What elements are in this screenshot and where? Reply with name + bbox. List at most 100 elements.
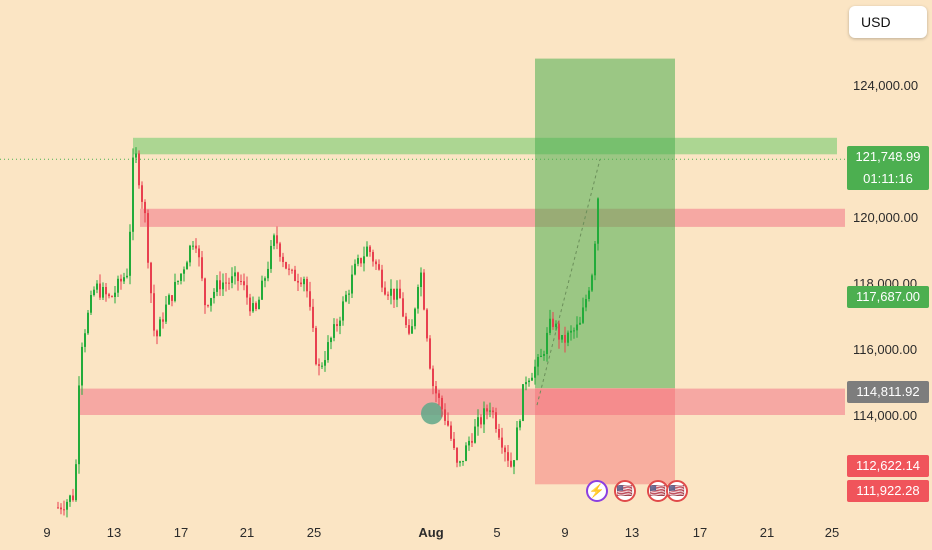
candle: [414, 308, 416, 327]
candle: [375, 261, 377, 265]
candle: [189, 245, 191, 263]
candle: [471, 440, 473, 443]
candle: [261, 280, 263, 300]
us-flag-icon[interactable]: 🇺🇸: [666, 480, 688, 502]
candle: [456, 447, 458, 463]
zone-support: [80, 388, 845, 415]
candle: [408, 325, 410, 334]
candle: [402, 298, 404, 317]
candle: [498, 428, 500, 438]
candle: [102, 287, 104, 298]
candle: [468, 440, 470, 446]
candle: [438, 393, 440, 398]
candle: [507, 452, 509, 461]
x-tick-label: 25: [825, 525, 839, 540]
x-tick-label: 9: [43, 525, 50, 540]
candle: [399, 288, 401, 299]
candle: [81, 346, 83, 386]
candle: [99, 283, 101, 298]
candle: [324, 360, 326, 366]
candle: [195, 245, 197, 249]
candle: [447, 420, 449, 426]
candle: [525, 382, 527, 385]
candle: [246, 285, 248, 298]
candle: [528, 380, 530, 383]
candle: [474, 426, 476, 443]
candle: [201, 257, 203, 279]
candle: [255, 303, 257, 310]
candle: [327, 342, 329, 361]
candle: [120, 278, 122, 282]
candle: [321, 365, 323, 367]
candle: [396, 288, 398, 300]
x-tick-label: 21: [760, 525, 774, 540]
x-tick-label: Aug: [418, 525, 443, 540]
candle: [555, 323, 557, 327]
candle: [237, 272, 239, 282]
candle: [585, 298, 587, 308]
candle: [492, 410, 494, 413]
candle: [516, 427, 518, 461]
candle: [279, 243, 281, 257]
candle: [207, 305, 209, 307]
y-axis: 124,000.00122,000.00120,000.00118,000.00…: [853, 78, 918, 423]
candle: [147, 213, 149, 263]
candle: [477, 417, 479, 427]
y-tick-label: 120,000.00: [853, 210, 918, 225]
candle: [282, 256, 284, 263]
candle: [105, 287, 107, 295]
candle: [276, 235, 278, 244]
candle: [441, 397, 443, 410]
candle: [339, 320, 341, 326]
candle: [501, 437, 503, 448]
candle: [225, 282, 227, 284]
candle: [411, 326, 413, 334]
candle: [162, 319, 164, 322]
candle: [183, 269, 185, 274]
candle: [234, 272, 236, 277]
candle: [378, 264, 380, 270]
candle: [459, 461, 461, 463]
x-tick-label: 13: [625, 525, 639, 540]
candle: [285, 262, 287, 269]
candle: [297, 280, 299, 283]
candle: [93, 289, 95, 296]
candle: [141, 185, 143, 202]
candle: [84, 333, 86, 347]
candle: [510, 460, 512, 467]
currency-selector[interactable]: USD: [849, 6, 927, 38]
candle: [444, 409, 446, 421]
candle: [231, 276, 233, 283]
candle: [213, 291, 215, 299]
candle: [159, 319, 161, 337]
candle: [258, 299, 260, 310]
projection-line: [536, 159, 601, 406]
x-axis: 9 13 17 21 25 Aug 5 9 13 17 21 25: [43, 525, 839, 540]
candle: [174, 281, 176, 301]
candle: [591, 275, 593, 291]
candle: [264, 278, 266, 281]
candle: [465, 445, 467, 461]
candle: [126, 275, 128, 278]
us-flag-icon[interactable]: 🇺🇸: [647, 480, 669, 502]
candle: [426, 309, 428, 339]
candle: [387, 294, 389, 296]
candle: [588, 290, 590, 299]
candle: [582, 307, 584, 323]
candle: [57, 507, 59, 509]
candle: [450, 425, 452, 439]
candle: [540, 355, 542, 357]
price-tag: 111,922.28: [847, 480, 929, 502]
candle: [579, 322, 581, 325]
candle: [531, 377, 533, 381]
position-stop-area: [535, 388, 675, 485]
candle: [216, 280, 218, 292]
candle: [165, 304, 167, 322]
us-flag-icon[interactable]: 🇺🇸: [614, 480, 636, 502]
candle: [222, 282, 224, 290]
candle: [564, 334, 566, 343]
lightning-icon[interactable]: ⚡: [586, 480, 608, 502]
x-tick-label: 17: [174, 525, 188, 540]
y-tick-label: 124,000.00: [853, 78, 918, 93]
